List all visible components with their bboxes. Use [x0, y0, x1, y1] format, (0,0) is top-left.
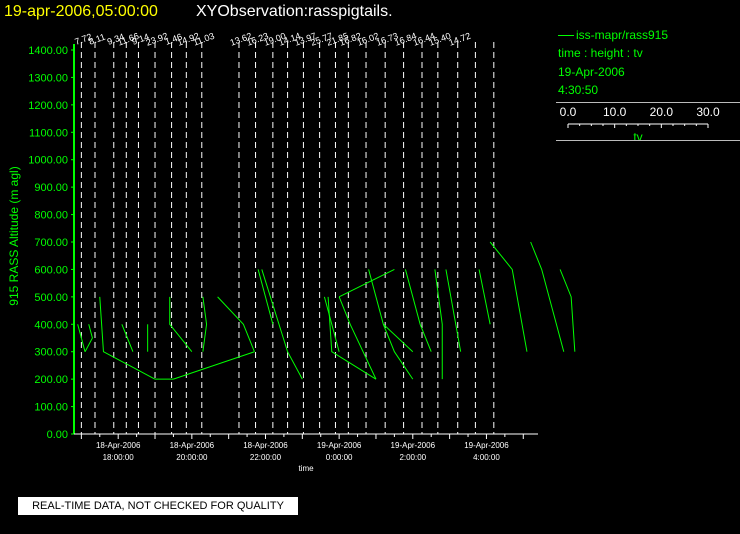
- x-tick-time: 0:00:00: [326, 453, 353, 462]
- y-axis-label: 915 RASS Altitude (m agl): [7, 166, 21, 305]
- profile-trace: [173, 351, 255, 380]
- y-tick-label: 1200.00: [28, 100, 68, 112]
- profile-trace: [368, 269, 414, 353]
- x-tick-date: 19-Apr-2006: [391, 441, 436, 450]
- profile-trace: [338, 268, 395, 298]
- scale-label: tv: [633, 130, 642, 144]
- x-tick-time: 2:00:00: [399, 453, 426, 462]
- y-tick-label: 0.00: [47, 429, 68, 441]
- profile-trace: [77, 324, 86, 352]
- x-tick-time: 4:00:00: [473, 453, 500, 462]
- observation-title: XYObservation:rasspigtails.: [196, 3, 393, 20]
- scale-tick-label: 10.0: [603, 105, 627, 119]
- legend-series: iss-mapr/rass915: [558, 28, 668, 42]
- y-tick-label: 900.00: [34, 182, 68, 194]
- profile-trace: [559, 269, 576, 352]
- profile-value-label: 14.72: [447, 31, 472, 48]
- y-tick-label: 400.00: [34, 319, 68, 331]
- x-tick-date: 18-Apr-2006: [243, 441, 288, 450]
- x-tick-date: 19-Apr-2006: [317, 441, 362, 450]
- x-tick-date: 19-Apr-2006: [464, 441, 509, 450]
- quality-notice: REAL-TIME DATA, NOT CHECKED FOR QUALITY: [18, 497, 298, 515]
- profile-trace: [327, 296, 377, 380]
- legend-divider-top: [556, 102, 740, 103]
- profile-trace: [489, 241, 528, 352]
- y-tick-label: 800.00: [34, 210, 68, 222]
- y-tick-label: 600.00: [34, 264, 68, 276]
- observation-datetime: 19-apr-2006,05:00:00: [4, 3, 158, 20]
- profile-trace: [261, 269, 303, 380]
- profile-trace: [478, 269, 491, 325]
- profile-trace: [323, 296, 340, 352]
- axes: 0.00 100.00 200.00 300.00 400.00 500.00 600.00…: [28, 44, 538, 462]
- profile-series: [77, 241, 576, 380]
- x-tick-time: 20:00:00: [176, 453, 208, 462]
- legend-axes-desc: time : height : tv: [558, 46, 643, 60]
- y-tick-label: 1000.00: [28, 155, 68, 167]
- y-tick-label: 500.00: [34, 292, 68, 304]
- x-tick-time: 22:00:00: [250, 453, 282, 462]
- legend-divider-bottom: [556, 140, 740, 141]
- y-tick-label: 200.00: [34, 374, 68, 386]
- x-axis-label: time: [298, 464, 314, 473]
- profile-trace: [382, 324, 414, 380]
- x-tick-time: 18:00:00: [103, 453, 135, 462]
- profile-trace: [99, 296, 156, 380]
- y-tick-label: 100.00: [34, 402, 68, 414]
- profile-trace: [217, 296, 255, 352]
- value-scale: 0.0 10.0 20.0 30.0 tv: [560, 105, 720, 144]
- profile-trace: [445, 269, 462, 352]
- profile-trace: [202, 296, 208, 352]
- profile-trace: [338, 296, 377, 380]
- profile-value-labels: 7.728.11 9.3411.669.1423.921.4614.9211.03…: [73, 31, 472, 48]
- legend-series-label: iss-mapr/rass915: [576, 28, 669, 42]
- legend-date: 19-Apr-2006: [558, 65, 625, 79]
- y-tick-label: 300.00: [34, 347, 68, 359]
- legend-swatch: [558, 35, 574, 37]
- x-tick-date: 18-Apr-2006: [96, 441, 141, 450]
- y-tick-label: 1100.00: [29, 127, 68, 139]
- profile-trace: [84, 324, 93, 352]
- scale-tick-label: 0.0: [560, 105, 577, 119]
- scale-tick-label: 20.0: [650, 105, 674, 119]
- y-tick-label: 1300.00: [28, 72, 68, 84]
- profile-trace: [434, 269, 443, 380]
- y-tick-label: 700.00: [34, 237, 68, 249]
- profile-time-lines: [80, 42, 495, 434]
- profile-trace: [404, 269, 432, 352]
- legend-time: 4:30:50: [558, 83, 599, 97]
- scale-tick-label: 30.0: [696, 105, 720, 119]
- y-tick-label: 1400.00: [28, 45, 68, 57]
- profile-trace: [169, 296, 193, 353]
- profile-trace: [121, 324, 134, 352]
- x-tick-date: 18-Apr-2006: [170, 441, 215, 450]
- profile-trace: [257, 269, 274, 325]
- profile-trace: [530, 241, 565, 352]
